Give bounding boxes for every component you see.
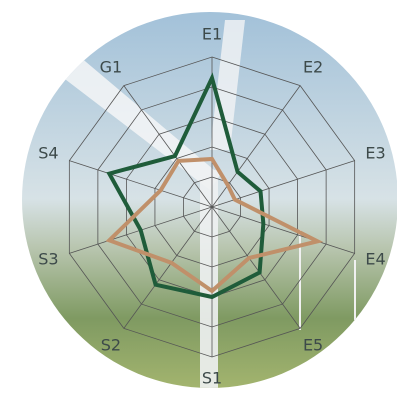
axis-label: G1 — [100, 57, 123, 76]
axis-label: E2 — [303, 57, 323, 76]
spoke — [123, 206, 213, 329]
spoke — [123, 85, 213, 208]
axis-label: S4 — [38, 143, 58, 162]
axis-label: S1 — [202, 369, 222, 388]
axis-label: E3 — [365, 143, 385, 162]
spoke — [211, 206, 301, 329]
series-line — [105, 156, 324, 294]
axis-label: S2 — [101, 336, 121, 355]
axis-label: E1 — [202, 25, 222, 44]
spoke — [69, 160, 213, 208]
axis-label: S3 — [38, 250, 58, 269]
spoke — [211, 206, 355, 254]
axis-label: E5 — [303, 336, 323, 355]
series-line — [106, 72, 266, 300]
axis-label: E4 — [365, 250, 385, 269]
